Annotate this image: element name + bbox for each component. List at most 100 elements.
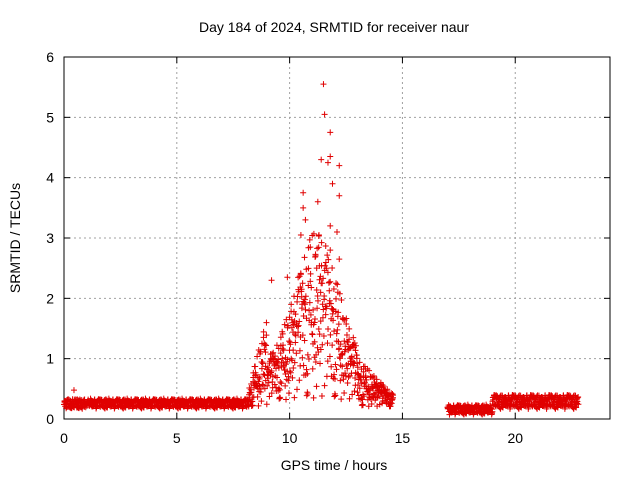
data-point (307, 311, 314, 318)
data-point (302, 306, 309, 313)
data-point (262, 349, 269, 356)
data-point (271, 381, 278, 388)
data-point (317, 360, 324, 367)
data-point (298, 286, 305, 293)
data-point (256, 382, 263, 389)
data-point (285, 322, 292, 329)
data-point (258, 365, 265, 372)
data-point (275, 364, 282, 371)
data-point (315, 349, 322, 356)
data-point (326, 297, 333, 304)
data-point (298, 293, 305, 300)
data-point (348, 370, 355, 377)
data-point (314, 245, 321, 252)
data-point (263, 342, 270, 349)
data-point (299, 354, 306, 361)
data-point (352, 375, 359, 382)
data-point (321, 382, 328, 389)
data-point (338, 396, 345, 403)
data-point (313, 286, 320, 293)
data-point (286, 338, 293, 345)
data-point (353, 355, 360, 362)
y-tick-label: 3 (46, 230, 54, 246)
data-point (257, 348, 264, 355)
data-point (336, 345, 343, 352)
data-point (291, 394, 298, 401)
data-point (518, 404, 525, 411)
data-point (292, 332, 299, 339)
data-point (346, 395, 353, 402)
data-point (334, 326, 341, 333)
data-point (261, 346, 268, 353)
data-point (70, 387, 77, 394)
data-point (308, 284, 315, 291)
data-point (320, 306, 327, 313)
data-point (326, 353, 333, 360)
data-point (277, 395, 284, 402)
data-point (337, 355, 344, 362)
data-point (324, 340, 331, 347)
data-point (323, 303, 330, 310)
data-point (287, 341, 294, 348)
data-point (352, 342, 359, 349)
data-point (290, 347, 297, 354)
data-point (314, 344, 321, 351)
data-point (339, 363, 346, 370)
data-point (294, 298, 301, 305)
data-point (356, 385, 363, 392)
data-point (336, 256, 343, 263)
data-point (272, 353, 279, 360)
data-point (312, 252, 319, 259)
data-point (263, 401, 270, 408)
y-tick-label: 1 (46, 351, 54, 367)
data-point (283, 396, 290, 403)
data-point (346, 336, 353, 343)
data-point (254, 353, 261, 360)
data-point (292, 339, 299, 346)
data-point (343, 321, 350, 328)
data-points (61, 81, 582, 418)
data-point (336, 192, 343, 199)
data-point (351, 388, 358, 395)
y-axis-label: SRMTID / TECUs (7, 183, 23, 293)
data-point (350, 334, 357, 341)
data-point (283, 316, 290, 323)
data-point (316, 276, 323, 283)
data-point (324, 269, 331, 276)
data-point (354, 381, 361, 388)
data-point (263, 319, 270, 326)
data-point (279, 355, 286, 362)
data-point (303, 392, 310, 399)
data-point (317, 289, 324, 296)
data-point (268, 369, 275, 376)
data-point (333, 330, 340, 337)
data-point (325, 256, 332, 263)
data-point (331, 376, 338, 383)
data-point (305, 265, 312, 272)
data-point (320, 275, 327, 282)
x-tick-label: 10 (282, 430, 298, 446)
data-point (290, 321, 297, 328)
data-point (314, 305, 321, 312)
data-point (288, 316, 295, 323)
data-point (333, 366, 340, 373)
data-point (268, 367, 275, 374)
data-point (324, 358, 331, 365)
data-point (299, 280, 306, 287)
data-point (309, 331, 316, 338)
data-point (276, 395, 283, 402)
data-point (290, 364, 297, 371)
data-point (300, 204, 307, 211)
data-point (256, 374, 263, 381)
data-point (291, 359, 298, 366)
data-point (304, 391, 311, 398)
data-point (321, 111, 328, 118)
data-point (346, 372, 353, 379)
data-point (333, 280, 340, 287)
y-tick-label: 2 (46, 290, 54, 306)
y-tick-label: 6 (46, 49, 54, 65)
data-point (573, 404, 580, 411)
data-point (277, 334, 284, 341)
data-point (327, 129, 334, 136)
data-point (293, 350, 300, 357)
